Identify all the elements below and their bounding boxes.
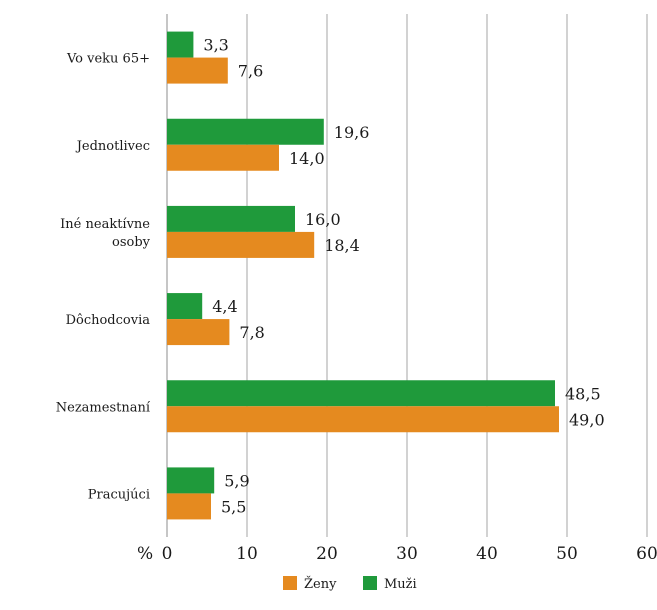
x-axis-unit-label: % (137, 544, 153, 564)
bar-ženy-4 (167, 319, 230, 346)
category-label-2: Jednotlivec (75, 139, 150, 154)
value-label-muži-1: 3,3 (203, 36, 228, 55)
value-label-muži-3: 16,0 (305, 210, 341, 229)
bar-ženy-1 (167, 57, 228, 84)
value-label-muži-5: 48,5 (565, 384, 601, 403)
legend-label-muži: Muži (384, 577, 417, 592)
legend-swatch-muži (363, 576, 377, 590)
value-label-ženy-6: 5,5 (221, 497, 246, 516)
category-label-4: Dôchodcovia (66, 313, 151, 328)
bar-muži-2 (167, 118, 324, 145)
category-label-1: Vo veku 65+ (66, 52, 150, 67)
value-label-ženy-2: 14,0 (289, 149, 325, 168)
category-label-3: Iné neaktívne osoby (60, 217, 150, 250)
value-label-ženy-5: 49,0 (569, 410, 605, 429)
x-tick-label-20: 20 (316, 544, 338, 564)
category-labels: Vo veku 65+ Jednotlivec Iné neaktívne osoby… (56, 52, 151, 503)
x-tick-label-60: 60 (636, 544, 657, 564)
x-tick-label-10: 10 (236, 544, 258, 564)
bar-muži-6 (167, 467, 215, 494)
bar-muži-4 (167, 293, 203, 320)
bar-muži-1 (167, 31, 194, 58)
bar-ženy-5 (167, 406, 559, 433)
gridlines (166, 14, 648, 537)
value-label-ženy-3: 18,4 (324, 236, 360, 255)
x-tick-label-0: 0 (162, 544, 173, 564)
legend-swatch-ženy (283, 576, 297, 590)
value-label-muži-6: 5,9 (224, 471, 249, 490)
legend: Ženy Muži (283, 576, 417, 592)
category-label-6: Pracujúci (88, 487, 150, 502)
bars (167, 31, 559, 520)
value-label-muži-2: 19,6 (334, 123, 370, 142)
x-axis: % 0 10 20 30 40 50 60 (137, 544, 657, 564)
bar-ženy-2 (167, 144, 279, 171)
bar-muži-5 (167, 380, 555, 407)
x-tick-label-30: 30 (396, 544, 418, 564)
category-label-5: Nezamestnaní (56, 400, 151, 415)
value-label-ženy-1: 7,6 (238, 62, 263, 81)
x-tick-label-40: 40 (476, 544, 498, 564)
legend-label-ženy: Ženy (304, 576, 337, 592)
bar-ženy-6 (167, 493, 211, 520)
x-tick-label-50: 50 (556, 544, 578, 564)
bar-ženy-3 (167, 231, 315, 258)
value-labels: 3,3 7,6 19,6 14,0 16,0 18,4 4,47,8 48,5 49,0 5,9 5… (203, 36, 604, 517)
bar-muži-3 (167, 205, 295, 232)
value-label-muži-4: 4,4 (212, 297, 237, 316)
value-label-ženy-4: 7,8 (239, 323, 264, 342)
